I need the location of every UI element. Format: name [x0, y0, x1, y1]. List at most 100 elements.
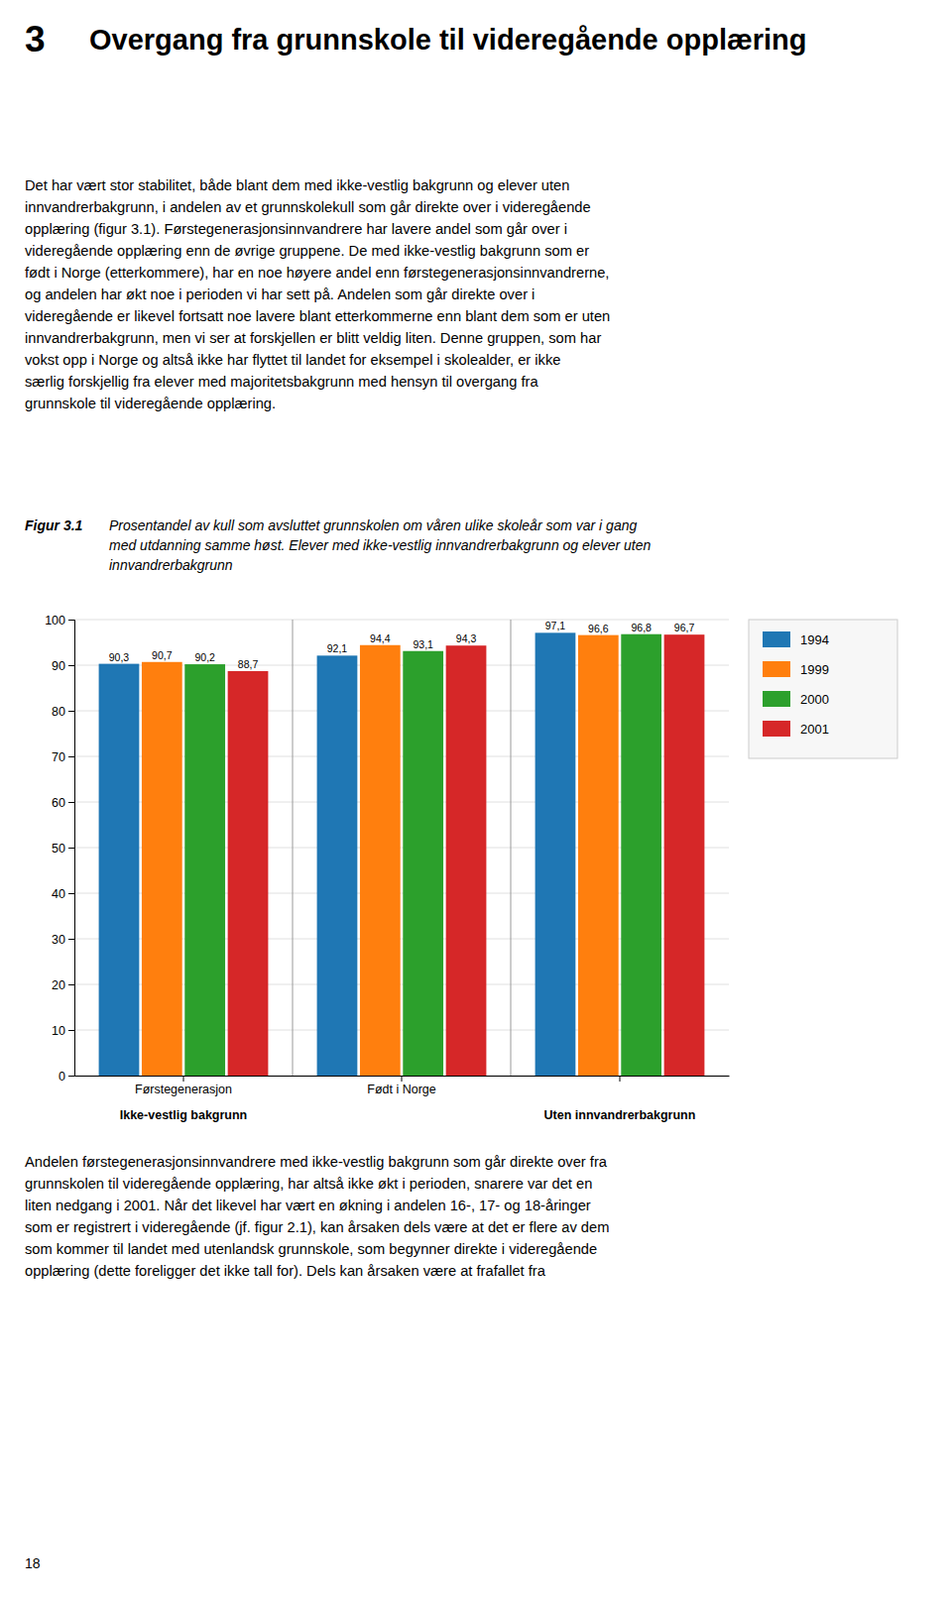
x-tick-label: Førstegenerasjon: [134, 1082, 233, 1097]
data-label: 97,1: [545, 619, 567, 632]
paragraph-line: innvandrerbakgrunn, i andelen av et grun…: [24, 199, 592, 216]
x-tick-mark: [183, 1075, 185, 1082]
x-tick-mark: [401, 1075, 403, 1082]
y-tick-label: 90: [51, 659, 66, 674]
data-labels: 90,392,197,190,794,496,690,293,196,888,7…: [109, 619, 696, 671]
heading: Overgang fra grunnskole til videregående…: [89, 23, 808, 56]
grid-line: [74, 619, 729, 621]
y-tick-label: 20: [51, 978, 66, 993]
y-tick: 70: [51, 750, 75, 765]
bar: [578, 635, 619, 1076]
page: 3 Overgang fra grunnskole til videregåend…: [0, 0, 952, 1600]
paragraph-line: Andelen førstegenerasjonsinnvandrere med…: [24, 1154, 608, 1171]
y-tick: 0: [58, 1070, 75, 1084]
legend-label: 2000: [800, 692, 830, 708]
figure-caption-line: innvandrerbakgrunn: [109, 557, 234, 574]
y-tick: 20: [51, 978, 75, 993]
legend-swatch: [762, 720, 791, 737]
x-tick: Født i Norge: [366, 1075, 437, 1097]
y-axis-line: [68, 620, 76, 1077]
paragraph-line: videregående er likevel fortsatt noe lav…: [24, 308, 610, 325]
bars: [99, 632, 706, 1076]
data-label: 92,1: [327, 642, 349, 655]
data-label: 93,1: [412, 638, 434, 651]
y-tick-mark: [68, 756, 75, 758]
bar: [402, 651, 444, 1076]
y-tick-mark: [68, 893, 75, 895]
paragraph-line: særlig forskjellig fra elever med majori…: [24, 373, 539, 390]
y-tick-label: 80: [51, 705, 66, 719]
bar: [664, 634, 706, 1076]
data-label: 96,6: [588, 622, 609, 635]
paragraph-line: grunnskolen til videregående opplæring, …: [24, 1176, 593, 1192]
legend-label: 2001: [800, 721, 830, 737]
x-tick: Førstegenerasjon: [134, 1075, 233, 1097]
data-label: 90,2: [194, 651, 216, 664]
y-tick: 90: [51, 659, 75, 674]
paragraph-line: og andelen har økt noe i perioden vi har…: [24, 286, 535, 303]
category-group-label: Ikke-vestlig bakgrunn: [119, 1108, 248, 1123]
y-tick: 50: [51, 841, 75, 856]
y-tick-label: 50: [51, 841, 66, 856]
bar: [99, 664, 140, 1076]
y-axis: 0 10 20 30 40 50 60 70 80 90 100: [44, 613, 75, 1084]
y-tick: 10: [51, 1024, 75, 1039]
paragraph-line: opplæring (figur 3.1). Førstegenerasjons…: [24, 221, 568, 238]
bar: [228, 671, 269, 1076]
bar: [535, 632, 577, 1076]
legend-label: 1999: [800, 662, 830, 678]
paragraph-line: vokst opp i Norge og altså ikke har flyt…: [24, 352, 561, 368]
paragraph-line: videregående opplæring enn de øvrige gru…: [24, 242, 590, 259]
data-label: 90,7: [151, 649, 173, 662]
y-tick-label: 70: [51, 750, 66, 765]
paragraph-line: opplæring (dette foreligger det ikke tal…: [24, 1263, 547, 1280]
figure-caption-line: med utdanning samme høst. Elever med ikk…: [109, 537, 652, 554]
legend-swatch: [762, 691, 791, 708]
data-label: 94,4: [369, 632, 391, 645]
y-tick-mark: [68, 619, 75, 621]
y-tick: 100: [44, 613, 75, 628]
data-label: 90,3: [109, 651, 130, 664]
heading-number: 3: [24, 18, 46, 60]
y-tick: 80: [51, 705, 75, 719]
data-label: 96,7: [674, 621, 696, 634]
grid: [74, 619, 729, 1076]
y-tick-label: 0: [58, 1070, 66, 1084]
y-tick-mark: [68, 1030, 75, 1032]
y-tick-mark: [68, 665, 75, 667]
y-tick-mark: [68, 802, 75, 804]
x-axis: Førstegenerasjon Født i Norge: [75, 1075, 730, 1097]
group-divider: [292, 619, 294, 1076]
y-tick-mark: [68, 939, 75, 941]
x-tick-label: Født i Norge: [366, 1082, 437, 1097]
y-tick: 40: [51, 887, 75, 902]
y-tick-label: 10: [51, 1024, 66, 1039]
x-tick: [619, 1075, 621, 1082]
page-number: 18: [24, 1555, 41, 1572]
y-tick: 60: [51, 796, 75, 811]
bar: [317, 655, 358, 1076]
legend-label: 1994: [800, 632, 830, 648]
category-groups: Ikke-vestlig bakgrunn Uten innvandrerbakg…: [119, 1108, 697, 1123]
data-label: 88,7: [238, 658, 259, 671]
y-tick-label: 30: [51, 933, 66, 948]
category-group-label: Uten innvandrerbakgrunn: [544, 1108, 697, 1123]
paragraph-line: Det har vært stor stabilitet, både blant…: [24, 177, 570, 194]
y-tick-mark: [68, 1075, 75, 1077]
paragraph-line: født i Norge (etterkommere), har en noe …: [24, 264, 609, 281]
y-tick-label: 60: [51, 796, 66, 811]
y-tick-mark: [68, 847, 75, 849]
bar: [141, 662, 183, 1076]
paragraph-line: som er registrert i videregående (jf. fi…: [24, 1219, 609, 1236]
chart: 90,392,197,190,794,496,690,293,196,888,7…: [44, 613, 729, 1124]
y-tick-mark: [68, 711, 75, 713]
data-label: 94,3: [456, 632, 477, 645]
y-tick-label: 100: [44, 613, 66, 628]
bar: [446, 645, 487, 1076]
paragraph-line: innvandrerbakgrunn, men vi ser at forskj…: [24, 330, 601, 347]
bar: [359, 645, 401, 1076]
legend-swatch: [762, 631, 791, 648]
legend-box: [748, 619, 898, 759]
legend: 1994 1999 2000 2001: [748, 619, 898, 759]
group-dividers: [292, 619, 511, 1076]
